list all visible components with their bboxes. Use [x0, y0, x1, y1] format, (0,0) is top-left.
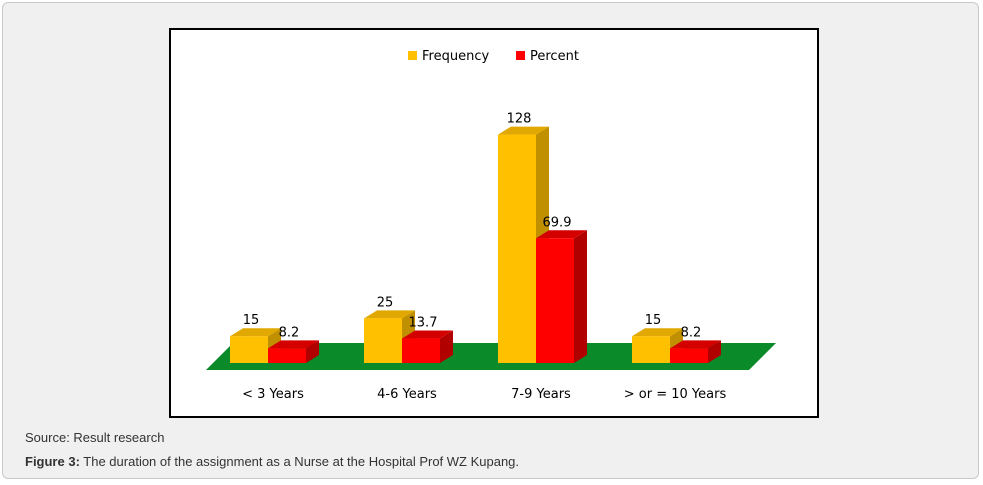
figure-caption: Figure 3: The duration of the assignment…: [25, 454, 519, 469]
data-label-frequency-3-years: 15: [243, 313, 260, 328]
bar-percent-7-9-years: [536, 230, 587, 363]
data-label-percent-3-years: 8.2: [279, 325, 300, 340]
figure-caption-text: The duration of the assignment as a Nurs…: [83, 454, 520, 469]
x-tick-label-3: 7-9 Years: [511, 387, 571, 402]
data-label-percent-4-6-years: 13.7: [409, 316, 438, 331]
data-label-frequency-7-9-years: 128: [507, 112, 532, 127]
legend-swatch-frequency: [408, 51, 417, 60]
figure-label: Figure 3:: [25, 454, 80, 469]
legend-label-percent: Percent: [530, 49, 579, 64]
legend-swatch-percent: [516, 51, 525, 60]
bar-percent-4-6-years: [402, 330, 453, 363]
bar-frequency-4-6-years: [364, 310, 415, 363]
data-label-percent-7-9-years: 69.9: [543, 215, 572, 230]
data-label-percent-or-10-years: 8.2: [681, 325, 702, 340]
bar-percent-3-years: [268, 340, 319, 363]
bar-chart: Frequency Percent 15 8.2 25 13.7 128 69.9 15 8.2…: [206, 49, 776, 402]
x-tick-label-2: 4-6 Years: [377, 387, 437, 402]
chart-legend: Frequency Percent: [408, 49, 579, 64]
legend-item-percent: Percent: [516, 49, 579, 64]
figure-panel: Frequency Percent 15 8.2 25 13.7 128 69.9 15 8.2…: [2, 2, 979, 479]
legend-item-frequency: Frequency: [408, 49, 489, 64]
chart-frame: Frequency Percent 15 8.2 25 13.7 128 69.9 15 8.2…: [169, 28, 819, 418]
source-caption: Source: Result research: [25, 430, 165, 445]
bar-percent-or-10-years: [670, 340, 721, 363]
x-tick-label-1: < 3 Years: [242, 387, 304, 402]
legend-label-frequency: Frequency: [422, 49, 489, 64]
data-label-frequency-4-6-years: 25: [377, 295, 394, 310]
x-tick-label-4: > or = 10 Years: [624, 387, 727, 402]
data-label-frequency-or-10-years: 15: [645, 313, 662, 328]
